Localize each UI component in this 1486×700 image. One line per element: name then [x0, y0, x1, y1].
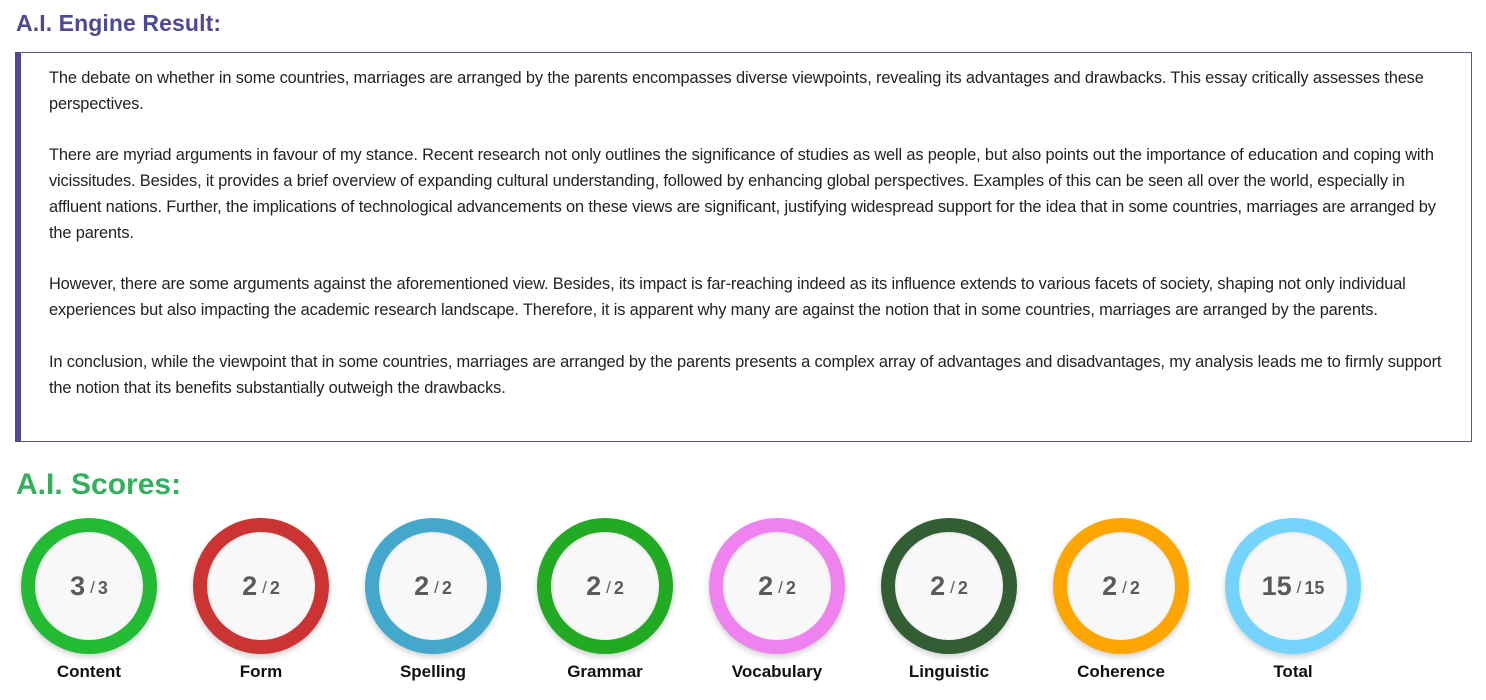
score-label: Coherence — [1077, 662, 1165, 681]
score-separator: / — [778, 578, 783, 597]
score-ring: 2 / 2 — [537, 518, 673, 654]
score-label: Spelling — [399, 662, 467, 681]
score-circle: 2 / 2 — [895, 532, 1003, 640]
score-max: 2 — [1129, 577, 1140, 598]
scores-row: 3 / 3 Content 2 / 2 Form 2 / — [21, 518, 1397, 682]
score-circle: 2 / 2 — [723, 532, 831, 640]
score-ring: 2 / 2 — [881, 518, 1017, 654]
score-label: Form — [239, 662, 283, 681]
essay-paragraph-for: There are myriad arguments in favour of … — [49, 146, 1436, 242]
score-separator: / — [606, 578, 611, 597]
score-form: 2 / 2 Form — [193, 518, 329, 682]
score-circle: 3 / 3 — [35, 532, 143, 640]
score-value: 2 — [1102, 570, 1118, 601]
scores-heading: A.I. Scores: — [16, 468, 182, 501]
score-ring: 3 / 3 — [21, 518, 157, 654]
score-ring: 15 / 15 — [1225, 518, 1361, 654]
score-label: Total — [1273, 662, 1313, 681]
score-circle: 2 / 2 — [207, 532, 315, 640]
essay-paragraph-intro: The debate on whether in some countries,… — [49, 69, 1424, 113]
score-max: 2 — [957, 577, 968, 598]
score-value: 2 — [586, 570, 602, 601]
score-circle: 2 / 2 — [379, 532, 487, 640]
score-value: 2 — [758, 570, 774, 601]
score-value: 3 — [70, 570, 86, 601]
score-max: 2 — [441, 577, 452, 598]
score-label: Vocabulary — [731, 662, 823, 681]
score-separator: / — [1296, 578, 1302, 597]
score-circle: 2 / 2 — [1067, 532, 1175, 640]
score-separator: / — [950, 578, 955, 597]
score-value: 2 — [930, 570, 946, 601]
score-separator: / — [262, 578, 267, 597]
score-label: Grammar — [567, 662, 643, 681]
score-content: 3 / 3 Content — [21, 518, 157, 682]
score-max: 2 — [613, 577, 624, 598]
score-ring: 2 / 2 — [1053, 518, 1189, 654]
essay-result-box: The debate on whether in some countries,… — [15, 52, 1472, 442]
engine-result-heading: A.I. Engine Result: — [16, 10, 222, 36]
score-circle: 15 / 15 — [1239, 532, 1347, 640]
score-linguistic: 2 / 2 Linguistic — [881, 518, 1017, 682]
score-ring: 2 / 2 — [193, 518, 329, 654]
score-label: Content — [56, 662, 122, 681]
score-ring: 2 / 2 — [709, 518, 845, 654]
score-max: 15 — [1304, 577, 1325, 598]
score-ring: 2 / 2 — [365, 518, 501, 654]
essay-paragraph-against: However, there are some arguments agains… — [49, 275, 1406, 320]
score-value: 15 — [1261, 570, 1292, 601]
score-separator: / — [1122, 578, 1127, 597]
score-max: 2 — [785, 577, 796, 598]
score-separator: / — [434, 578, 439, 597]
score-total: 15 / 15 Total — [1225, 518, 1361, 682]
score-spelling: 2 / 2 Spelling — [365, 518, 501, 682]
score-max: 3 — [97, 577, 108, 598]
score-grammar: 2 / 2 Grammar — [537, 518, 673, 682]
score-separator: / — [90, 578, 95, 597]
score-value: 2 — [414, 570, 430, 601]
score-vocabulary: 2 / 2 Vocabulary — [709, 518, 845, 682]
essay-paragraph-conclusion: In conclusion, while the viewpoint that … — [49, 352, 1442, 397]
score-value: 2 — [242, 570, 258, 601]
score-coherence: 2 / 2 Coherence — [1053, 518, 1189, 682]
score-max: 2 — [269, 577, 280, 598]
score-circle: 2 / 2 — [551, 532, 659, 640]
score-label: Linguistic — [908, 662, 990, 681]
